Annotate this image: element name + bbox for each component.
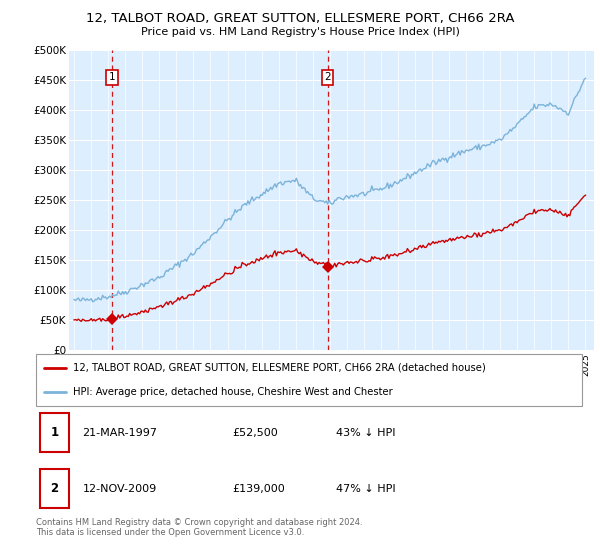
Text: 2: 2 bbox=[50, 482, 59, 495]
Text: £139,000: £139,000 bbox=[233, 484, 286, 493]
Text: HPI: Average price, detached house, Cheshire West and Chester: HPI: Average price, detached house, Ches… bbox=[73, 387, 393, 397]
Text: Contains HM Land Registry data © Crown copyright and database right 2024.
This d: Contains HM Land Registry data © Crown c… bbox=[36, 518, 362, 538]
Text: 43% ↓ HPI: 43% ↓ HPI bbox=[337, 428, 396, 437]
Text: 12, TALBOT ROAD, GREAT SUTTON, ELLESMERE PORT, CH66 2RA (detached house): 12, TALBOT ROAD, GREAT SUTTON, ELLESMERE… bbox=[73, 363, 486, 373]
Bar bbox=[40, 469, 69, 508]
Text: £52,500: £52,500 bbox=[233, 428, 278, 437]
Text: 47% ↓ HPI: 47% ↓ HPI bbox=[337, 484, 396, 493]
Text: 1: 1 bbox=[50, 426, 59, 439]
Text: 1: 1 bbox=[109, 72, 115, 82]
Text: 21-MAR-1997: 21-MAR-1997 bbox=[82, 428, 157, 437]
Text: 12-NOV-2009: 12-NOV-2009 bbox=[82, 484, 157, 493]
Text: 12, TALBOT ROAD, GREAT SUTTON, ELLESMERE PORT, CH66 2RA: 12, TALBOT ROAD, GREAT SUTTON, ELLESMERE… bbox=[86, 12, 514, 25]
Text: 2: 2 bbox=[324, 72, 331, 82]
Bar bbox=[40, 413, 69, 452]
Text: Price paid vs. HM Land Registry's House Price Index (HPI): Price paid vs. HM Land Registry's House … bbox=[140, 27, 460, 37]
